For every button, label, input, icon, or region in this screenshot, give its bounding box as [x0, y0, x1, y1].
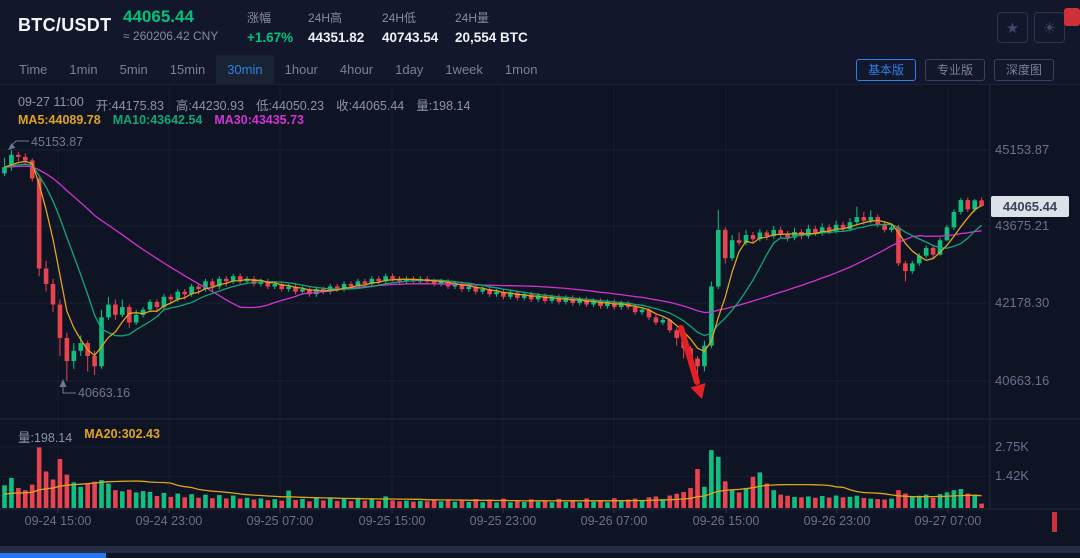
low-24h-value: 40743.54 [382, 30, 439, 45]
candle-volume: 量:198.14 [416, 99, 471, 113]
candle-high: 高:44230.93 [175, 99, 245, 113]
view-button-深度图[interactable]: 深度图 [994, 59, 1054, 81]
chart-high-annotation: 45153.87 [8, 135, 83, 150]
header-bar: BTC/USDT 44065.44 ≈ 260206.42 CNY 涨幅 +1.… [0, 0, 1080, 55]
volume-info-bar: 量:198.14 MA20:302.43 [18, 427, 160, 446]
volume-24h-value: 20,554 BTC [455, 30, 528, 45]
change-block: 涨幅 +1.67% [247, 9, 293, 45]
red-arrow-annotation [678, 325, 706, 399]
chart-scrollbar-thumb[interactable] [0, 553, 106, 558]
interval-tabs: Time 1min 5min 15min 30min 1hour 4hour 1day 1wee… [8, 55, 548, 84]
interval-tab-15min[interactable]: 15min [169, 62, 206, 77]
last-price: 44065.44 [123, 7, 194, 26]
interval-tab-1hour[interactable]: 1hour [284, 62, 318, 77]
favorite-button[interactable]: ★ [997, 12, 1028, 43]
corner-red-badge[interactable] [1064, 8, 1080, 26]
ma30-value: MA30:43435.73 [214, 113, 305, 127]
low-24h-block: 24H低 40743.54 [382, 9, 438, 45]
ma5-value: MA5:44089.78 [18, 113, 101, 127]
candle-close: 收:44065.44 [336, 99, 405, 113]
theme-button[interactable]: ☀ [1034, 12, 1065, 43]
view-button-专业版[interactable]: 专业版 [925, 59, 985, 81]
candle-datetime: 09-27 11:00 [18, 95, 84, 109]
high-24h-value: 44351.82 [308, 30, 365, 45]
candle-open: 开:44175.83 [95, 99, 164, 113]
volume-24h-label: 24H量 [455, 11, 490, 25]
chart-scrollbar-track[interactable] [0, 546, 1080, 553]
low-24h-label: 24H低 [382, 11, 417, 25]
view-button-基本版[interactable]: 基本版 [856, 59, 916, 81]
change-value: +1.67% [247, 30, 294, 45]
volume-24h-block: 24H量 20,554 BTC [455, 9, 528, 45]
interval-tab-5min[interactable]: 5min [119, 62, 148, 77]
volume-ma20: MA20:302.43 [84, 427, 160, 441]
interval-tab-Time[interactable]: Time [19, 62, 48, 77]
sun-icon: ☀ [1042, 19, 1057, 37]
chart-high-label: 45153.87 [31, 135, 83, 149]
high-24h-block: 24H高 44351.82 [308, 9, 364, 45]
chart-low-annotation: 40663.16 [59, 379, 130, 400]
interval-tab-1mon[interactable]: 1mon [504, 62, 538, 77]
ma-info-bar: MA5:44089.78 MA10:43642.54 MA30:43435.73 [18, 113, 304, 127]
change-label: 涨幅 [247, 11, 272, 25]
view-mode-buttons: 基本版 专业版 深度图 [856, 59, 1054, 81]
fiat-equivalent: ≈ 260206.42 CNY [123, 29, 219, 43]
current-price-tag: 44065.44 [991, 195, 1069, 217]
ma10-value: MA10:43642.54 [112, 113, 203, 127]
right-edge-red-marker [1052, 512, 1057, 532]
interval-tab-1min[interactable]: 1min [69, 62, 98, 77]
symbol-title: BTC/USDT [18, 15, 112, 35]
star-icon: ★ [1005, 19, 1020, 37]
interval-tab-4hour[interactable]: 4hour [339, 62, 374, 77]
candle-low: 低:44050.23 [256, 99, 325, 113]
interval-tab-1week[interactable]: 1week [445, 62, 483, 77]
chart-toolbar: Time 1min 5min 15min 30min 1hour 4hour 1day 1wee… [0, 55, 1080, 85]
ohlc-info-bar: 09-27 11:00 开:44175.83 高:44230.93 低:4405… [18, 95, 470, 114]
current-volume: 量:198.14 [18, 431, 73, 445]
interval-tab-1day[interactable]: 1day [395, 62, 424, 77]
interval-tab-30min[interactable]: 30min [216, 55, 274, 84]
high-24h-label: 24H高 [308, 11, 343, 25]
chart-low-label: 40663.16 [78, 386, 130, 400]
